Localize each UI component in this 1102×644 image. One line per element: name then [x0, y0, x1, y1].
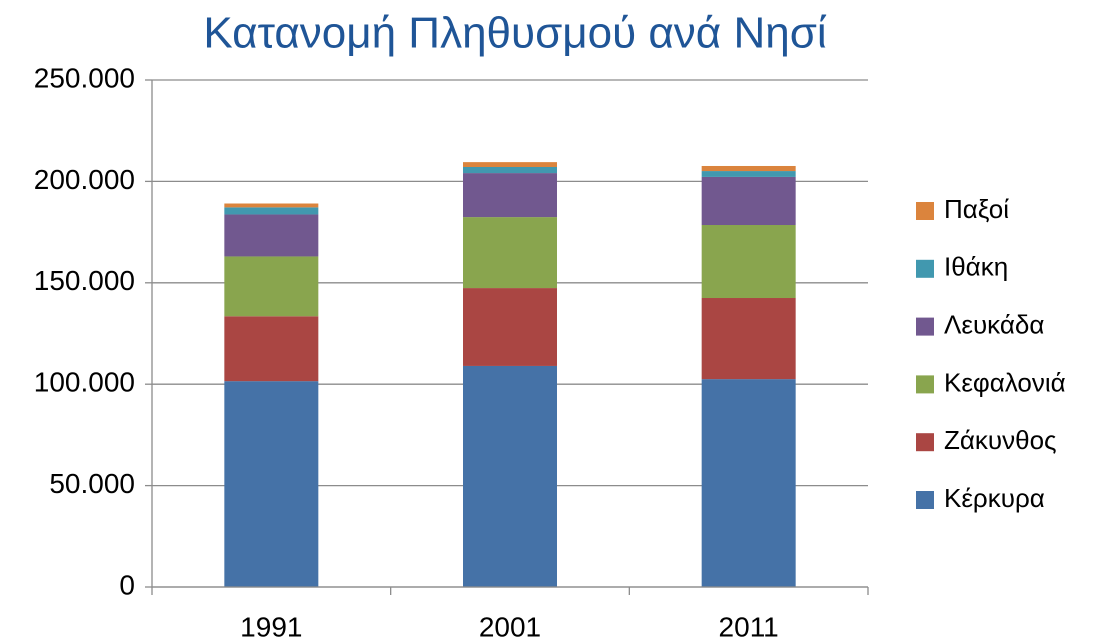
legend-label: Λευκάδα [944, 309, 1044, 339]
bar-segment [701, 171, 796, 177]
legend-swatch [916, 375, 934, 394]
legend-label: Ζάκυνθος [944, 425, 1057, 455]
bar-segment [224, 214, 319, 257]
y-tick-label: 200.000 [34, 164, 135, 195]
legend-swatch [916, 491, 934, 509]
legend-label: Κεφαλονιά [944, 367, 1066, 397]
legend-label: Παξοί [944, 194, 1009, 224]
bar-segment [463, 217, 557, 289]
bar-segment [463, 173, 557, 218]
bar-segment [224, 256, 319, 317]
bar-segment [701, 176, 796, 226]
bar-segment [463, 167, 557, 174]
chart-title: Κατανομή Πληθυσμού ανά Νησί [203, 9, 827, 58]
bar-segment [701, 379, 796, 587]
legend-swatch [916, 202, 934, 220]
x-tick-label: 1991 [240, 611, 302, 642]
bar-segment [224, 316, 319, 382]
bar-segment [224, 207, 319, 215]
y-tick-label: 150.000 [34, 265, 135, 296]
legend-swatch [916, 433, 934, 452]
bar-segment [463, 365, 557, 587]
y-tick-label: 50.000 [49, 468, 135, 499]
y-tick-label: 250.000 [34, 62, 135, 93]
y-tick-label: 100.000 [34, 367, 135, 398]
bar-segment [701, 165, 796, 172]
bar-segment [463, 162, 557, 168]
y-tick-label: 0 [119, 569, 135, 600]
bar-segment [701, 225, 796, 299]
bar-segment [701, 298, 796, 380]
bar-segment [224, 203, 319, 208]
legend-swatch [916, 317, 934, 336]
bar-segment [224, 381, 319, 587]
legend-swatch [916, 259, 934, 278]
legend-label: Ιθάκη [944, 252, 1008, 282]
bar-segment [463, 288, 557, 366]
legend-label: Κέρκυρα [944, 483, 1045, 513]
x-tick-label: 2011 [719, 611, 779, 642]
x-tick-label: 2001 [479, 611, 541, 642]
